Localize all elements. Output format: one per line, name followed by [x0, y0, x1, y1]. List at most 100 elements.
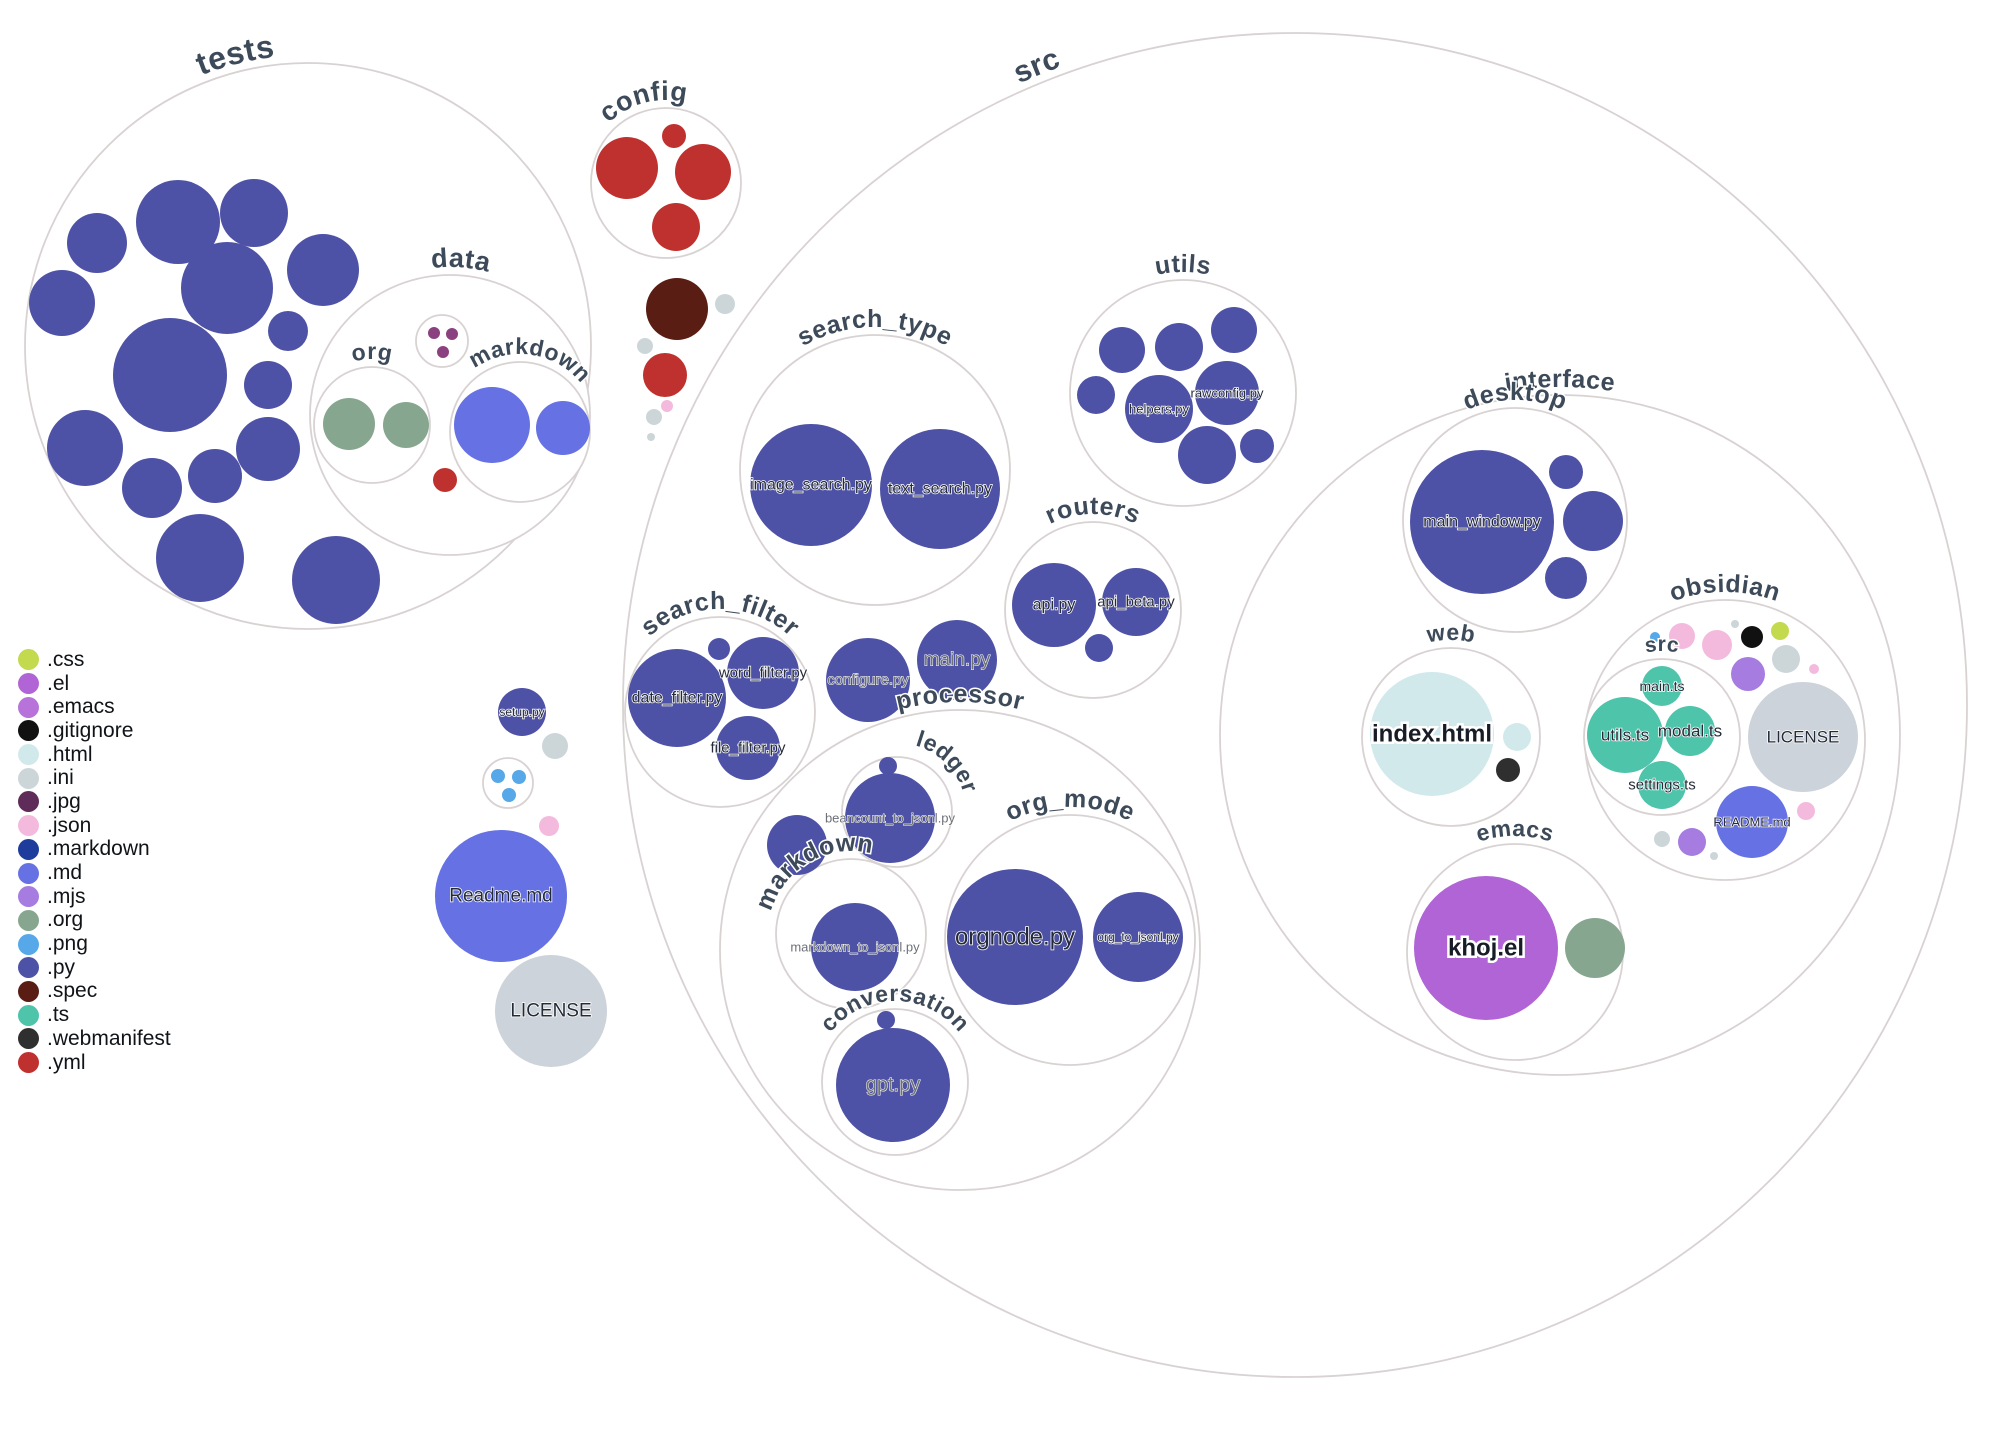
file-circle[interactable]	[1496, 758, 1520, 782]
file-circle[interactable]	[1710, 852, 1718, 860]
file-circle[interactable]	[428, 327, 440, 339]
file-circle[interactable]	[1741, 626, 1763, 648]
file-circle[interactable]	[236, 417, 300, 481]
file-circle[interactable]	[1702, 630, 1732, 660]
file-circle[interactable]	[1809, 664, 1819, 674]
file-circle[interactable]	[647, 433, 655, 441]
file-circle[interactable]	[136, 180, 220, 264]
file-circle-README.md[interactable]	[1716, 786, 1788, 858]
file-circle[interactable]	[1545, 557, 1587, 599]
file-circle[interactable]	[1654, 831, 1670, 847]
file-circle[interactable]	[1211, 307, 1257, 353]
file-circle[interactable]	[446, 328, 458, 340]
file-circle[interactable]	[29, 270, 95, 336]
file-circle[interactable]	[1178, 426, 1236, 484]
folder-circle-interface[interactable]	[1219, 394, 1901, 1076]
file-circle-api.py[interactable]	[1012, 563, 1096, 647]
file-circle-configure.py[interactable]	[826, 638, 910, 722]
file-circle-rawconfig.py[interactable]	[1195, 361, 1259, 425]
file-circle[interactable]	[1085, 634, 1113, 662]
file-circle[interactable]	[512, 770, 526, 784]
file-circle[interactable]	[675, 144, 731, 200]
file-circle[interactable]	[637, 338, 653, 354]
file-circle[interactable]	[536, 401, 590, 455]
file-circle[interactable]	[47, 410, 123, 486]
file-circle[interactable]	[383, 402, 429, 448]
file-circle[interactable]	[437, 346, 449, 358]
file-circle-word_filter.py[interactable]	[727, 637, 799, 709]
file-circle-main.ts[interactable]	[1642, 666, 1682, 706]
file-circle[interactable]	[1077, 376, 1115, 414]
file-circle[interactable]	[1650, 632, 1660, 642]
file-circle-org_to_jsonl.py[interactable]	[1093, 892, 1183, 982]
file-circle[interactable]	[1797, 802, 1815, 820]
file-circle-helpers.py[interactable]	[1125, 375, 1193, 443]
file-circle[interactable]	[433, 468, 457, 492]
file-circle[interactable]	[156, 514, 244, 602]
file-circle-api_beta.py[interactable]	[1102, 568, 1170, 636]
file-circle-text_search.py[interactable]	[880, 429, 1000, 549]
file-circle[interactable]	[1549, 455, 1583, 489]
file-circle-main_window.py[interactable]	[1410, 450, 1554, 594]
file-circle[interactable]	[708, 638, 730, 660]
file-circle[interactable]	[1678, 828, 1706, 856]
file-circle-modal.ts[interactable]	[1665, 706, 1715, 756]
file-circle-date_filter.py[interactable]	[628, 649, 726, 747]
file-circle[interactable]	[539, 816, 559, 836]
file-circle[interactable]	[188, 449, 242, 503]
file-circle[interactable]	[287, 234, 359, 306]
file-circle[interactable]	[1099, 327, 1145, 373]
file-circle-setup.py[interactable]	[498, 688, 546, 736]
file-circle-markdown_to_jsonl.py[interactable]	[811, 903, 899, 991]
file-circle[interactable]	[323, 398, 375, 450]
file-circle[interactable]	[292, 536, 380, 624]
file-circle[interactable]	[652, 203, 700, 251]
file-circle[interactable]	[1731, 657, 1765, 691]
file-circle[interactable]	[646, 278, 708, 340]
file-circle[interactable]	[646, 409, 662, 425]
file-circle[interactable]	[220, 179, 288, 247]
file-circle[interactable]	[491, 769, 505, 783]
file-circle[interactable]	[1503, 723, 1531, 751]
file-circle[interactable]	[454, 387, 530, 463]
file-circle[interactable]	[643, 353, 687, 397]
file-circle-LICENSE[interactable]	[1748, 682, 1858, 792]
file-circle-beancount_to_jsonl.py[interactable]	[845, 773, 935, 863]
file-circle[interactable]	[122, 458, 182, 518]
folder-circle-unnamed[interactable]	[415, 314, 469, 368]
file-circle[interactable]	[268, 311, 308, 351]
file-circle[interactable]	[767, 815, 827, 875]
file-circle-main.py[interactable]	[917, 620, 997, 700]
file-circle-orgnode.py[interactable]	[947, 869, 1083, 1005]
file-circle[interactable]	[1155, 323, 1203, 371]
file-circle[interactable]	[542, 733, 568, 759]
file-circle-image_search.py[interactable]	[750, 424, 872, 546]
file-circle-khoj.el[interactable]	[1414, 876, 1558, 1020]
file-circle[interactable]	[67, 213, 127, 273]
file-circle[interactable]	[1731, 620, 1739, 628]
file-circle[interactable]	[1669, 623, 1695, 649]
file-circle[interactable]	[661, 400, 673, 412]
file-circle[interactable]	[1240, 429, 1274, 463]
file-circle[interactable]	[879, 757, 897, 775]
file-circle-gpt.py[interactable]	[836, 1028, 950, 1142]
file-circle[interactable]	[877, 1011, 895, 1029]
file-circle[interactable]	[596, 137, 658, 199]
file-circle-Readme.md[interactable]	[435, 830, 567, 962]
file-circle-file_filter.py[interactable]	[716, 716, 780, 780]
file-circle[interactable]	[1771, 622, 1789, 640]
file-circle-settings.ts[interactable]	[1638, 761, 1686, 809]
legend-item-.html: .html	[18, 743, 171, 767]
file-circle[interactable]	[662, 124, 686, 148]
file-circle-index.html[interactable]	[1370, 672, 1494, 796]
file-circle[interactable]	[1565, 918, 1625, 978]
file-circle[interactable]	[502, 788, 516, 802]
file-circle[interactable]	[181, 242, 273, 334]
file-circle[interactable]	[1563, 491, 1623, 551]
file-circle-utils.ts[interactable]	[1587, 697, 1663, 773]
file-circle[interactable]	[1772, 645, 1800, 673]
file-circle[interactable]	[244, 361, 292, 409]
file-circle[interactable]	[113, 318, 227, 432]
file-circle[interactable]	[715, 294, 735, 314]
file-circle-LICENSE[interactable]	[495, 955, 607, 1067]
